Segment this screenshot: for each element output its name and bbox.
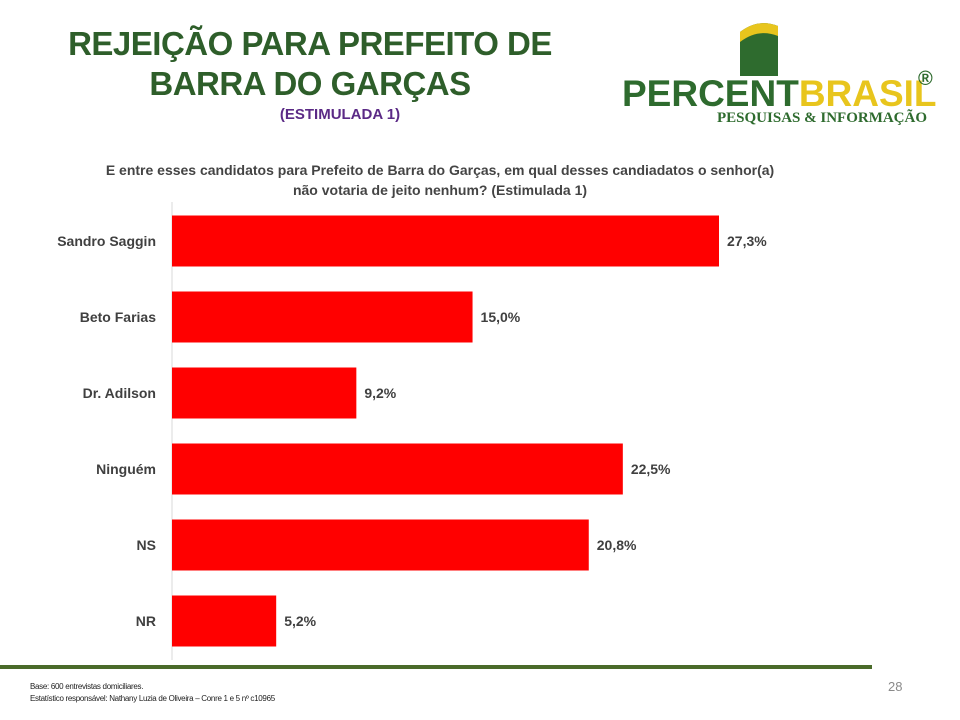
category-label-4: NS xyxy=(137,537,156,553)
logo-wordmark: PERCENTBRASIL xyxy=(622,72,937,116)
bar-1 xyxy=(172,291,473,343)
bar-5 xyxy=(172,595,277,647)
category-label-0: Sandro Saggin xyxy=(57,233,156,249)
data-label-5: 5,2% xyxy=(284,613,316,629)
chart-question: E entre esses candidatos para Prefeito d… xyxy=(60,160,820,200)
logo-tagline: PESQUISAS & INFORMAÇÃO xyxy=(717,110,928,126)
logo-wordmark-brasil: BRASIL xyxy=(798,73,937,114)
page-title-line-2: BARRA DO GARÇAS xyxy=(149,65,471,102)
category-label-3: Ninguém xyxy=(96,461,156,477)
bar-0 xyxy=(172,215,719,267)
page-subtitle: (ESTIMULADA 1) xyxy=(279,106,401,123)
bar-4 xyxy=(172,519,589,571)
category-label-5: NR xyxy=(136,613,156,629)
chart-question-line-1: E entre esses candidatos para Prefeito d… xyxy=(105,162,775,178)
chart-question-line-2: não votaria de jeito nenhum? (Estimulada… xyxy=(292,182,588,198)
page-title-line-1: REJEIÇÃO PARA PREFEITO DE xyxy=(68,25,552,62)
data-label-2: 9,2% xyxy=(364,385,396,401)
data-label-4: 20,8% xyxy=(597,537,637,553)
data-label-1: 15,0% xyxy=(481,309,521,325)
footer-notes: Base: 600 entrevistas domiciliares. Esta… xyxy=(30,681,275,705)
bar-2 xyxy=(172,367,357,419)
title-block: REJEIÇÃO PARA PREFEITO DE BARRA DO GARÇA… xyxy=(40,24,580,123)
registered-mark: ® xyxy=(918,68,933,90)
footer-divider xyxy=(0,665,872,669)
category-label-2: Dr. Adilson xyxy=(83,385,156,401)
bar-3 xyxy=(172,443,623,495)
data-label-0: 27,3% xyxy=(727,233,767,249)
logo-flag-icon xyxy=(740,23,778,76)
page-number: 28 xyxy=(888,679,903,694)
logo-wordmark-percent: PERCENT xyxy=(622,73,799,114)
footer-statistician-note: Estatístico responsável: Nathany Luzia d… xyxy=(30,694,275,703)
percentbrasil-logo: PERCENTBRASIL ® PESQUISAS & INFORMAÇÃO xyxy=(622,20,942,130)
data-label-3: 22,5% xyxy=(631,461,671,477)
footer-base-note: Base: 600 entrevistas domiciliares. xyxy=(30,682,144,691)
category-label-1: Beto Farias xyxy=(80,309,156,325)
